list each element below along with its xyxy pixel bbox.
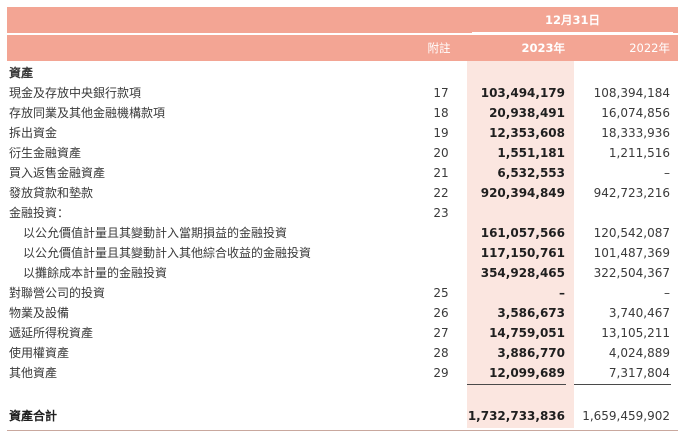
row-value-2023: 20,938,491 <box>489 106 565 120</box>
table-row: 遞延所得稅資產 27 14,759,051 13,105,211 <box>7 323 678 343</box>
row-value-2022: – <box>664 166 670 180</box>
table-row: 以公允價值計量且其變動計入當期損益的金融投資 161,057,566 120,542… <box>7 223 678 243</box>
row-value-2023: 103,494,179 <box>480 86 565 100</box>
row-note: 27 <box>433 326 449 340</box>
row-note: 17 <box>433 86 449 100</box>
row-label: 遞延所得稅資產 <box>9 326 94 340</box>
subtotal-rule-2023 <box>467 384 566 385</box>
row-value-2022: 3,740,467 <box>608 306 670 320</box>
row-value-2022: 1,211,516 <box>608 146 670 160</box>
row-note: 22 <box>433 186 449 200</box>
table-row: 金融投資： 23 <box>7 203 678 223</box>
row-note: 28 <box>433 346 449 360</box>
row-note: 26 <box>433 306 449 320</box>
table-row: 以公允價值計量且其變動計入其他綜合收益的金融投資 117,150,761 101,4… <box>7 243 678 263</box>
table-row: 以攤餘成本計量的金融投資 354,928,465 322,504,367 <box>7 263 678 283</box>
section-title: 資產 <box>9 66 34 80</box>
table-row: 發放貸款和墊款 22 920,394,849 942,723,216 <box>7 183 678 203</box>
row-note: 25 <box>433 286 449 300</box>
row-label: 現金及存放中央銀行款項 <box>9 86 142 100</box>
row-value-2022: 322,504,367 <box>593 266 670 280</box>
row-label: 以公允價值計量且其變動計入當期損益的金融投資 <box>23 226 288 240</box>
table-row: 物業及設備 26 3,586,673 3,740,467 <box>7 303 678 323</box>
row-value-2023: 3,586,673 <box>497 306 565 320</box>
date-header: 12月31日 <box>544 13 600 27</box>
year-2023-header: 2023年 <box>521 41 565 55</box>
row-value-2023: 3,886,770 <box>497 346 565 360</box>
row-note: 19 <box>433 126 449 140</box>
row-label: 物業及設備 <box>9 306 70 320</box>
row-value-2023: 14,759,051 <box>489 326 565 340</box>
row-value-2023: 161,057,566 <box>480 226 565 240</box>
total-value-2023: 1,732,733,836 <box>467 409 565 423</box>
table-row: 對聯營公司的投資 25 – – <box>7 283 678 303</box>
subtotal-rule-2022 <box>574 384 671 385</box>
row-label: 拆出資金 <box>9 126 58 140</box>
current-year-column-shade <box>467 61 574 428</box>
row-value-2022: 108,394,184 <box>593 86 670 100</box>
row-note: 23 <box>433 206 449 220</box>
row-value-2023: 920,394,849 <box>480 186 565 200</box>
table-row: 買入返售金融資產 21 6,532,553 – <box>7 163 678 183</box>
header-band-date <box>7 7 678 33</box>
year-2022-header: 2022年 <box>629 41 670 55</box>
total-value-2022: 1,659,459,902 <box>582 409 670 423</box>
table-row: 其他資產 29 12,099,689 7,317,804 <box>7 363 678 383</box>
row-note: 20 <box>433 146 449 160</box>
row-label: 其他資產 <box>9 366 58 380</box>
row-value-2022: – <box>664 286 670 300</box>
row-value-2022: 942,723,216 <box>593 186 670 200</box>
row-value-2023: 12,353,608 <box>489 126 565 140</box>
total-row: 資產合計 1,732,733,836 1,659,459,902 <box>7 406 678 426</box>
row-value-2023: 354,928,465 <box>480 266 565 280</box>
row-value-2022: 4,024,889 <box>608 346 670 360</box>
row-note: 18 <box>433 106 449 120</box>
row-label: 金融投資： <box>9 206 70 220</box>
row-label: 衍生金融資產 <box>9 146 82 160</box>
row-value-2022: 16,074,856 <box>601 106 670 120</box>
header-band-columns <box>7 35 678 61</box>
table-row: 使用權資產 28 3,886,770 4,024,889 <box>7 343 678 363</box>
row-value-2022: 13,105,211 <box>601 326 670 340</box>
row-value-2023: – <box>559 286 565 300</box>
bottom-rule <box>7 430 678 431</box>
row-label: 對聯營公司的投資 <box>9 286 106 300</box>
note-column-header: 附註 <box>427 41 451 55</box>
table-row: 現金及存放中央銀行款項 17 103,494,179 108,394,184 <box>7 83 678 103</box>
row-label: 使用權資產 <box>9 346 70 360</box>
row-value-2022: 101,487,369 <box>593 246 670 260</box>
total-label: 資產合計 <box>9 409 58 423</box>
row-value-2023: 12,099,689 <box>489 366 565 380</box>
table-row: 拆出資金 19 12,353,608 18,333,936 <box>7 123 678 143</box>
row-value-2023: 1,551,181 <box>497 146 565 160</box>
row-note: 29 <box>433 366 449 380</box>
date-header-rule <box>472 32 673 33</box>
row-label: 發放貸款和墊款 <box>9 186 94 200</box>
row-label: 存放同業及其他金融機構款項 <box>9 106 166 120</box>
table-row: 存放同業及其他金融機構款項 18 20,938,491 16,074,856 <box>7 103 678 123</box>
row-label: 以攤餘成本計量的金融投資 <box>23 266 168 280</box>
row-value-2022: 120,542,087 <box>593 226 670 240</box>
table-row: 衍生金融資產 20 1,551,181 1,211,516 <box>7 143 678 163</box>
row-value-2023: 6,532,553 <box>497 166 565 180</box>
row-note: 21 <box>433 166 449 180</box>
row-value-2022: 7,317,804 <box>608 366 670 380</box>
row-label: 以公允價值計量且其變動計入其他綜合收益的金融投資 <box>23 246 312 260</box>
row-value-2023: 117,150,761 <box>480 246 565 260</box>
row-value-2022: 18,333,936 <box>601 126 670 140</box>
section-title-row: 資產 <box>7 63 678 83</box>
row-label: 買入返售金融資產 <box>9 166 106 180</box>
